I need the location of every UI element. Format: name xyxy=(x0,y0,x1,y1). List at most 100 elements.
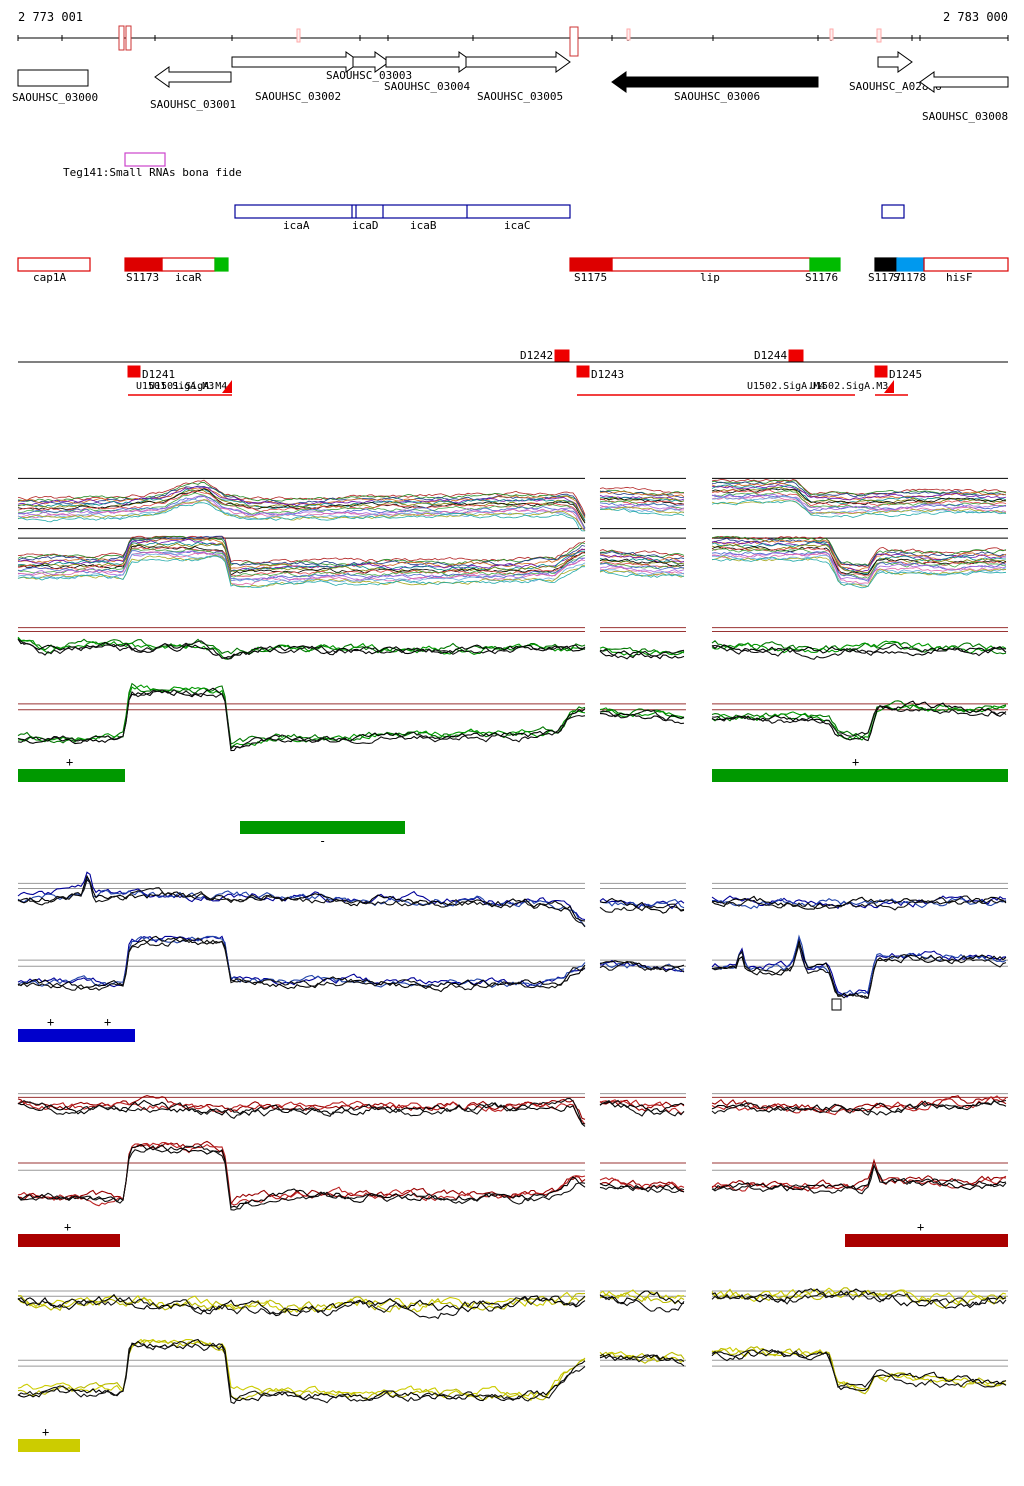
signal-line xyxy=(711,895,1007,910)
signal-line xyxy=(599,498,685,506)
signal-track-green-upper xyxy=(17,627,1008,660)
gene-track: SAOUHSC_03000 SAOUHSC_03001 SAOUHSC_03002 S… xyxy=(12,51,1009,123)
signal-line xyxy=(599,558,685,565)
signal-line xyxy=(17,552,586,583)
signal-line xyxy=(711,897,1007,910)
signal-line xyxy=(599,566,685,576)
signal-line xyxy=(711,481,1007,498)
signal-line xyxy=(599,561,685,569)
signal-line xyxy=(17,1099,586,1127)
signal-line xyxy=(599,1353,685,1367)
axis-mark xyxy=(569,26,579,57)
feature-box xyxy=(874,257,898,272)
teg141-label: Teg141:Small RNAs bona fide xyxy=(63,166,242,179)
signal-line xyxy=(17,1143,586,1209)
ica-extra-box xyxy=(881,204,905,219)
signal-line xyxy=(599,491,685,497)
d-marker-label: D1242 xyxy=(520,349,553,362)
gene-label: SAOUHSC_03005 xyxy=(477,90,563,103)
gene-box xyxy=(17,69,89,87)
signal-line xyxy=(17,638,586,660)
sigma-site-label: U1501.SigA.M4 xyxy=(149,381,227,392)
signal-line xyxy=(711,484,1007,501)
sigma-site-label: U1501.SigA.M3 xyxy=(136,381,214,392)
signal-track-darkred-lower xyxy=(17,1140,1008,1211)
signal-line xyxy=(17,496,586,529)
signal-line xyxy=(711,1287,1007,1309)
signal-line xyxy=(17,538,586,569)
strand-sign: - xyxy=(319,834,326,848)
gene-arrow xyxy=(352,51,390,73)
signal-line xyxy=(599,486,685,494)
signal-line xyxy=(711,540,1007,572)
signal-line xyxy=(17,538,586,572)
signal-line xyxy=(599,558,685,567)
signal-line xyxy=(599,1182,685,1193)
signal-line xyxy=(17,637,586,655)
signal-line xyxy=(599,496,685,502)
signal-line xyxy=(711,700,1007,738)
signal-line xyxy=(711,1099,1007,1116)
signal-line xyxy=(17,548,586,578)
signal-line xyxy=(711,499,1007,518)
d-marker-box xyxy=(127,365,141,378)
feature-box xyxy=(17,257,91,272)
signal-track-all-probes-upper xyxy=(17,477,1008,532)
gene-label: SAOUHSC_03006 xyxy=(674,90,760,103)
signal-line xyxy=(17,1100,586,1125)
feature-box xyxy=(124,257,163,272)
sigma-site-label: U1502.SigA.M4 xyxy=(747,381,825,392)
d-marker-label: D1241 xyxy=(142,368,175,381)
signal-line xyxy=(17,874,586,922)
gene-arrow xyxy=(611,71,819,93)
signal-line xyxy=(711,934,1007,996)
signal-line xyxy=(711,493,1007,511)
signal-line xyxy=(711,895,1007,910)
signal-line xyxy=(599,497,685,505)
coordinate-end: 2 783 000 xyxy=(942,10,1008,24)
signal-line xyxy=(17,535,586,567)
d-marker-box xyxy=(874,365,888,378)
signal-line xyxy=(17,1295,586,1320)
green-bar-minus xyxy=(240,821,405,834)
signal-line xyxy=(599,897,685,914)
signal-line xyxy=(599,506,685,514)
signal-line xyxy=(599,507,685,516)
axis-mark xyxy=(125,25,132,51)
signal-line xyxy=(711,499,1007,515)
feature-label: S1175 xyxy=(574,271,607,284)
feature-label: S1173 xyxy=(126,271,159,284)
signal-line xyxy=(711,479,1007,497)
strand-sign: + xyxy=(42,1425,49,1439)
gene-label: SAOUHSC_03008 xyxy=(922,110,1008,123)
signal-line xyxy=(599,898,685,909)
signal-line xyxy=(599,1353,685,1363)
feature-box xyxy=(923,257,1009,272)
ica-operon-track: icaA icaD icaB icaC xyxy=(234,204,905,232)
extra-mark xyxy=(831,998,842,1011)
signal-line xyxy=(17,1339,586,1401)
signal-line xyxy=(711,1349,1007,1392)
signal-line xyxy=(17,1338,586,1401)
d-marker-label: D1244 xyxy=(754,349,787,362)
signal-line xyxy=(599,551,685,561)
signal-line xyxy=(17,1292,586,1313)
feature-label: S1178 xyxy=(893,271,926,284)
d-marker-box xyxy=(788,349,804,362)
signal-line xyxy=(711,482,1007,501)
signal-line xyxy=(599,568,685,576)
signal-line xyxy=(17,550,586,582)
signal-line xyxy=(711,895,1007,911)
signal-track-blue-lower xyxy=(17,934,1008,999)
signal-line xyxy=(599,569,685,578)
signal-line xyxy=(711,700,1007,742)
signal-line xyxy=(599,708,685,720)
gene-label: SAOUHSC_A02856 xyxy=(849,80,942,93)
signal-line xyxy=(599,709,685,725)
ica-gene-label: icaD xyxy=(352,219,379,232)
signal-line xyxy=(17,636,586,660)
d-marker-label: D1243 xyxy=(591,368,624,381)
signal-line xyxy=(711,1349,1007,1389)
signal-line xyxy=(711,1163,1007,1192)
